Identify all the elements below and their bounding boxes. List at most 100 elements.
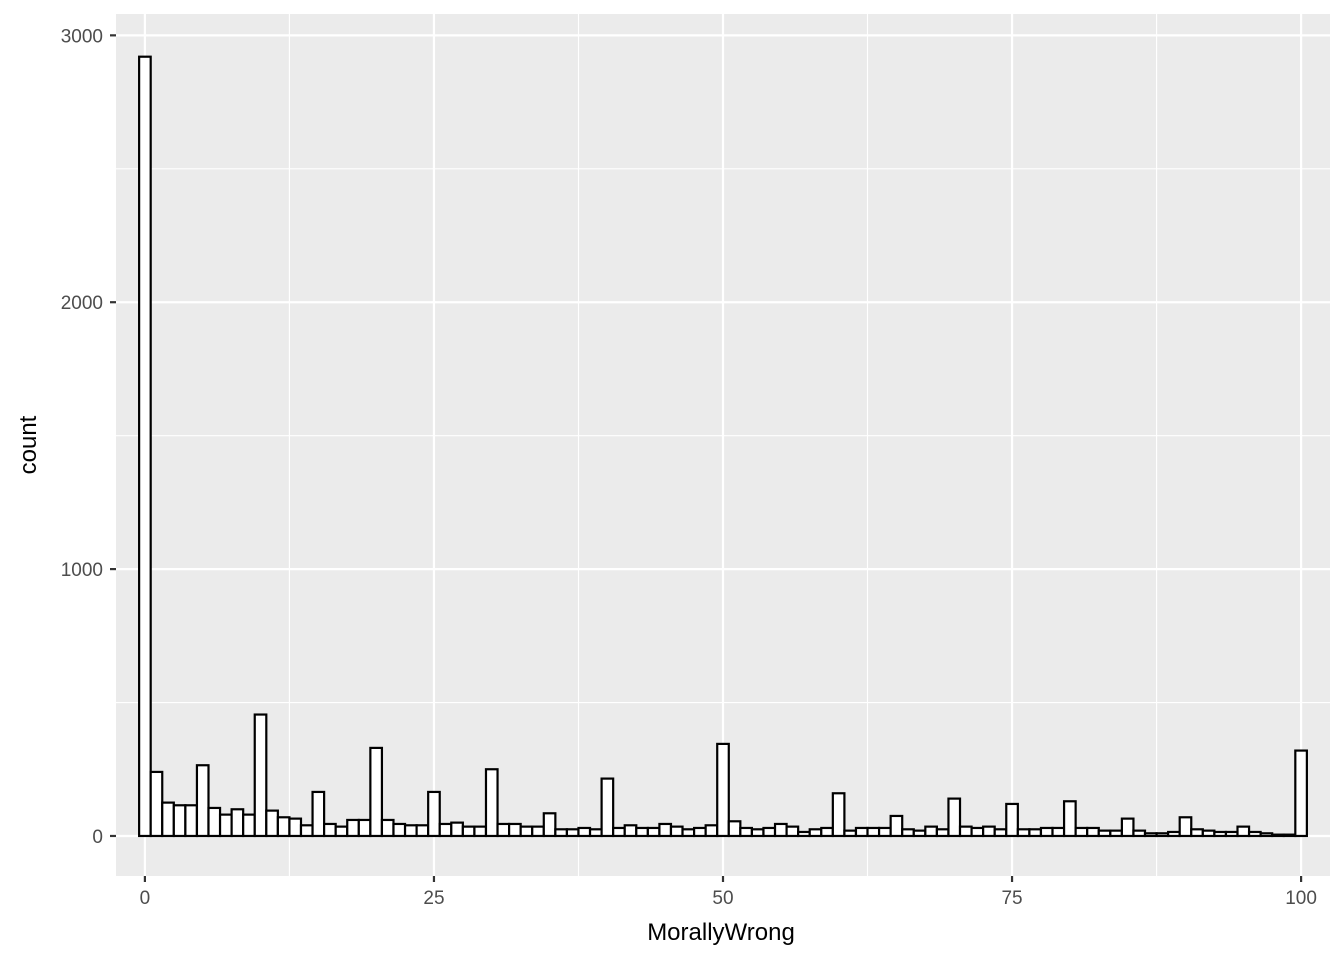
histogram-bar: [519, 825, 534, 838]
histogram-bar: [797, 830, 811, 838]
histogram-bar: [785, 825, 800, 838]
histogram-bar: [323, 822, 337, 838]
histogram-bar: [195, 764, 210, 838]
x-tick-label: 0: [140, 888, 151, 909]
histogram-bar: [1039, 826, 1054, 838]
histogram-bar: [889, 814, 904, 838]
histogram-bar: [808, 828, 823, 838]
y-axis-title: count: [15, 415, 42, 474]
histogram-bar: [1074, 826, 1089, 838]
histogram-bar: [831, 792, 846, 838]
histogram-bar: [993, 828, 1008, 838]
histogram-bar: [1097, 829, 1112, 838]
histogram-bar: [415, 824, 430, 838]
histogram-bar: [265, 809, 279, 838]
histogram-bar: [276, 816, 291, 838]
histogram-bar: [901, 828, 915, 838]
histogram-bar: [588, 828, 603, 838]
histogram-bar: [496, 822, 511, 838]
x-axis-title: MorallyWrong: [647, 919, 795, 946]
histogram-bar: [149, 770, 164, 838]
histogram-bar: [288, 817, 303, 838]
histogram-bar: [843, 829, 858, 838]
histogram-bar: [924, 825, 938, 838]
histogram-bar: [1086, 826, 1100, 838]
histogram-bar: [1155, 832, 1170, 838]
histogram-bar: [369, 746, 384, 838]
histogram-bar: [1178, 816, 1193, 838]
histogram-bar: [982, 825, 996, 838]
x-tick-label: 75: [1001, 888, 1022, 909]
histogram-bar: [750, 828, 765, 838]
histogram-bar: [427, 790, 441, 838]
histogram-bar: [935, 828, 950, 838]
histogram-bar: [172, 804, 187, 838]
histogram-bar: [565, 828, 580, 838]
histogram-bar: [138, 55, 152, 838]
histogram-bar: [704, 824, 719, 838]
histogram-bar: [773, 822, 788, 838]
histogram-bar: [461, 825, 476, 838]
y-tick-label: 3000: [61, 26, 103, 47]
histogram-bar: [531, 825, 545, 838]
histogram-bar: [1051, 826, 1066, 838]
y-tick-label: 2000: [61, 293, 103, 314]
histogram-bar: [380, 818, 395, 838]
histogram-bar: [184, 804, 199, 838]
histogram-bar: [612, 826, 626, 838]
histogram-bar: [1236, 825, 1251, 838]
histogram-bar: [1005, 802, 1019, 838]
y-tick-label: 0: [92, 827, 103, 848]
histogram-bar: [635, 826, 649, 838]
histogram-bar: [716, 742, 730, 838]
x-tick-label: 25: [423, 888, 444, 909]
histogram-bar: [600, 777, 615, 838]
histogram-bar: [1271, 833, 1285, 838]
histogram-bar: [450, 821, 464, 838]
histogram-bar: [958, 825, 973, 838]
histogram-bar: [357, 818, 372, 838]
histogram-bar: [230, 808, 245, 838]
histogram-bar: [554, 828, 569, 838]
histogram-bar: [311, 790, 326, 838]
histogram-bar: [1132, 829, 1147, 838]
histogram-bar: [242, 813, 256, 838]
x-tick-label: 100: [1285, 888, 1317, 909]
histogram-bar: [762, 826, 777, 838]
histogram-bar: [508, 822, 522, 838]
histogram-bar: [299, 824, 314, 838]
histogram-bar: [658, 822, 673, 838]
histogram-bar: [1224, 830, 1239, 838]
histogram-bar: [866, 826, 881, 838]
histogram-bar: [253, 713, 268, 838]
histogram-bar: [1120, 817, 1135, 838]
histogram-bar: [1109, 829, 1123, 838]
histogram-bar: [820, 826, 834, 838]
histogram-bar: [692, 826, 707, 838]
histogram-bar: [1016, 828, 1031, 838]
histogram-bar: [623, 824, 638, 838]
histogram-bar: [739, 826, 754, 838]
histogram-bar: [1143, 832, 1158, 838]
histogram-bar: [646, 826, 661, 838]
histogram-bar: [403, 824, 418, 838]
histogram-bar: [669, 825, 684, 838]
histogram-bar: [1294, 749, 1308, 838]
histogram-bar: [1201, 829, 1216, 838]
y-tick-label: 1000: [61, 560, 103, 581]
histogram-bar: [947, 797, 962, 838]
histogram-bar: [577, 826, 592, 838]
histogram-bar: [1213, 830, 1228, 838]
histogram-bar: [912, 829, 927, 838]
histogram-bar: [207, 806, 222, 838]
histogram-bar: [346, 818, 360, 838]
histogram-bar: [161, 801, 175, 838]
histogram-bar: [1259, 832, 1274, 838]
histogram-bar: [392, 822, 407, 838]
histogram-bar: [218, 813, 233, 838]
x-tick-label: 50: [712, 888, 733, 909]
histogram-bar: [727, 820, 742, 838]
histogram-bar: [854, 826, 869, 838]
